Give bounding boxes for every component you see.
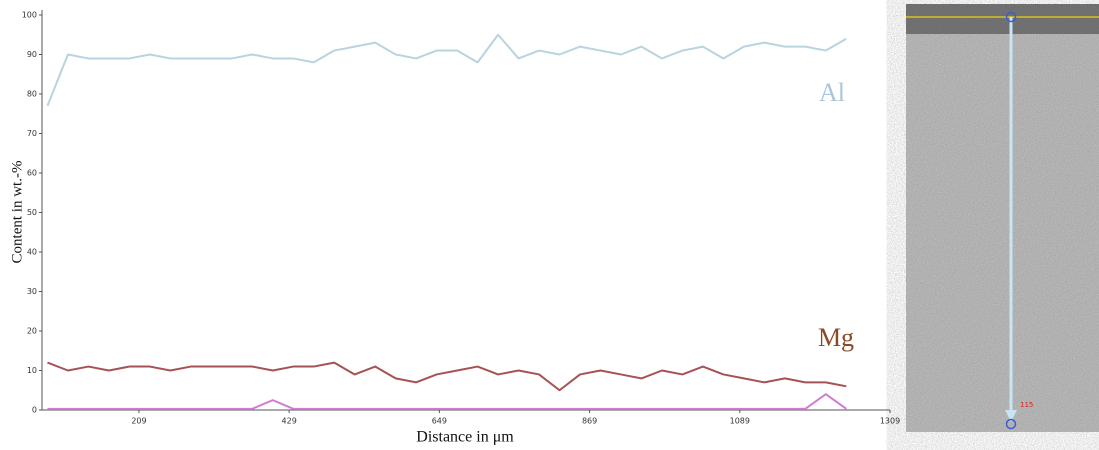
- y-tick-label: 80: [27, 90, 37, 99]
- micrograph-texture: [906, 4, 1099, 432]
- y-tick-label: 0: [32, 406, 37, 415]
- x-tick-label: 649: [432, 417, 447, 426]
- x-axis-label: Distance in μm: [416, 429, 514, 446]
- y-tick-label: 10: [27, 366, 37, 375]
- y-tick-label: 60: [27, 169, 37, 178]
- y-tick-label: 50: [27, 208, 37, 217]
- y-tick-label: 40: [27, 248, 37, 257]
- micrograph: 115: [906, 4, 1099, 432]
- micrograph-edge: [906, 4, 1099, 34]
- x-tick-label: 209: [131, 417, 146, 426]
- x-tick-label: 1089: [730, 417, 750, 426]
- series-label: Mg: [818, 323, 854, 352]
- figure: Distance in μm Content in wt.-% 115 0 10 2…: [0, 0, 1099, 450]
- x-tick-label: 869: [582, 417, 597, 426]
- y-axis-label: Content in wt.-%: [9, 161, 25, 264]
- y-tick-label: 100: [22, 11, 37, 20]
- y-tick-label: 70: [27, 129, 37, 138]
- x-tick-label: 1309: [880, 417, 900, 426]
- series-label: Al: [819, 78, 845, 107]
- y-tick-label: 90: [27, 50, 37, 59]
- y-tick-label: 30: [27, 287, 37, 296]
- x-tick-label: 429: [282, 417, 297, 426]
- y-tick-label: 20: [27, 327, 37, 336]
- scan-marker-label: 115: [1020, 401, 1033, 409]
